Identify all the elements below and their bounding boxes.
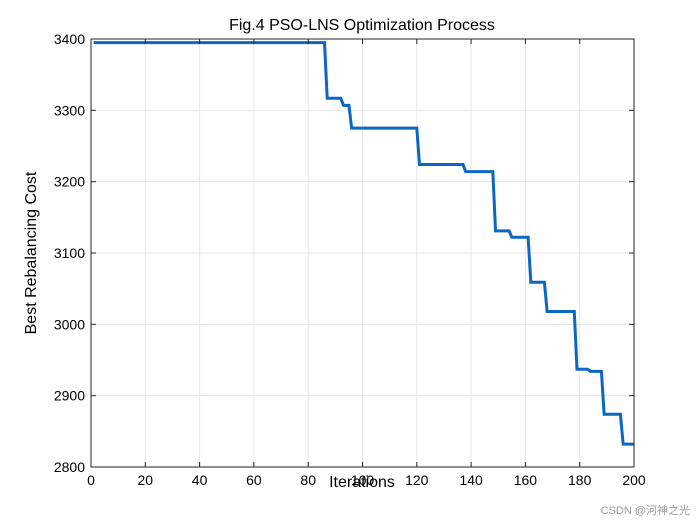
y-tick-label: 3300 [54, 102, 85, 118]
y-tick-label: 3000 [54, 316, 85, 332]
y-tick-label: 2900 [54, 388, 85, 404]
tick-marks [90, 38, 635, 468]
chart-title: Fig.4 PSO-LNS Optimization Process [229, 17, 495, 34]
x-tick-label: 0 [87, 472, 95, 488]
x-tick-label: 160 [514, 472, 538, 488]
x-tick-label: 40 [192, 472, 208, 488]
x-tick-label: 200 [622, 472, 646, 488]
y-tick-label: 3400 [54, 31, 85, 47]
x-tick-label: 120 [405, 472, 429, 488]
y-tick-label: 3200 [54, 174, 85, 190]
x-axis-label: Iterations [329, 474, 395, 491]
y-tick-labels: 2800 2900 3000 3100 3200 3300 3400 [54, 31, 85, 475]
y-tick-label: 2800 [54, 459, 85, 475]
y-axis-label: Best Rebalancing Cost [23, 171, 40, 334]
x-tick-label: 60 [246, 472, 262, 488]
x-tick-label: 80 [300, 472, 316, 488]
y-tick-label: 3100 [54, 245, 85, 261]
series-line-best-cost [93, 41, 634, 446]
x-tick-label: 180 [568, 472, 592, 488]
x-tick-labels: 0 20 40 60 80 100 120 140 160 180 200 [87, 472, 646, 488]
x-tick-label: 20 [138, 472, 154, 488]
watermark-text: CSDN @河神之光 [601, 503, 690, 517]
x-tick-label: 140 [459, 472, 483, 488]
x-tick-label: 100 [351, 472, 375, 488]
